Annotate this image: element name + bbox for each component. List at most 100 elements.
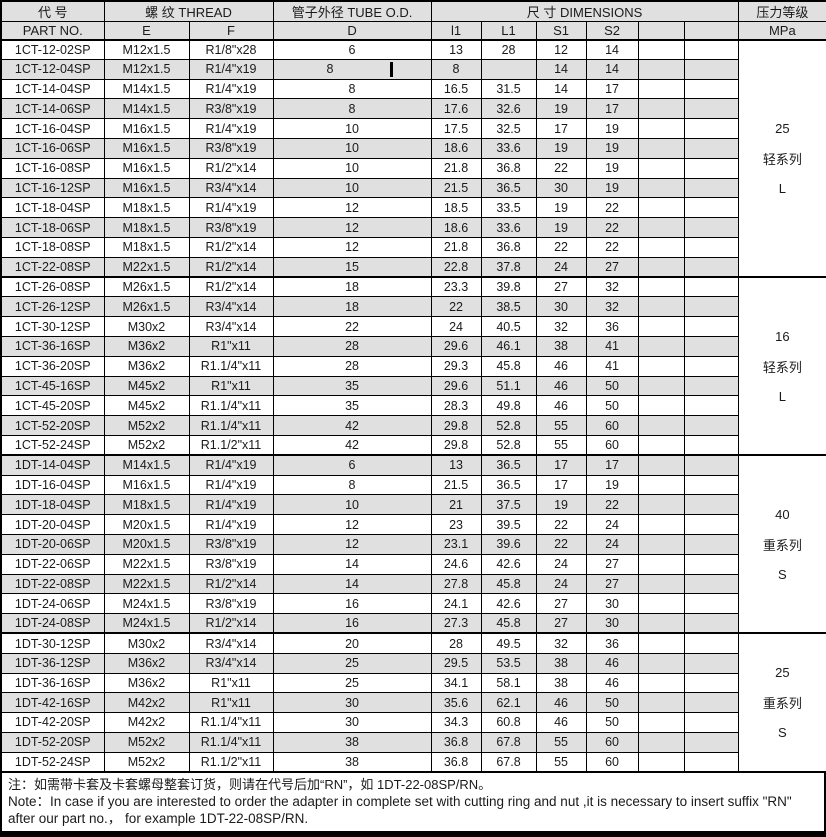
cell-e: M18x1.5 [103,494,190,516]
cell-empty [637,375,685,397]
cell-e: M36x2 [103,335,190,357]
cell-s2: 27 [585,256,639,278]
cell-empty [637,593,685,615]
table-row: 1CT-14-04SP M14x1.5 R1/4"x19 8 16.5 31.5 14 17 [0,78,826,100]
active-edit-cell[interactable]: 8 [272,58,432,80]
cell-l1: 24.6 [430,553,482,575]
cell-empty [683,217,739,238]
cell-part: 1CT-30-12SP [0,316,105,337]
cell-f: R1"x11 [188,692,274,714]
cell-l1: 62.1 [480,692,537,714]
cell-d: 16 [272,613,432,634]
cell-s1: 19 [535,98,587,120]
cell-part: 1CT-12-04SP [0,58,105,80]
cell-part: 1DT-18-04SP [0,494,105,516]
cell-s1: 27 [535,593,587,615]
cell-l1: 23 [430,514,482,535]
cell-empty [637,256,685,278]
series-label: 重系列 [762,537,802,553]
cell-e: M16x1.5 [103,137,190,159]
cell-part: 1DT-36-12SP [0,652,105,674]
cell-part: 1DT-20-04SP [0,514,105,535]
cell-empty [637,197,685,219]
table-row: 1CT-16-12SP M16x1.5 R3/4"x14 10 21.5 36.5 30 19 [0,177,826,199]
cell-s1: 17 [535,454,587,476]
cell-empty [637,652,685,674]
table-row: 1DT-30-12SP M30x2 R3/4"x14 20 28 49.5 32 36 25 重系… [0,632,826,773]
cell-l1: 18.6 [430,137,482,159]
table-row: 1CT-26-08SP M26x1.5 R1/2"x14 18 23.3 39.8 27 32… [0,276,826,456]
table-row: 1DT-20-04SP M20x1.5 R1/4"x19 12 23 39.5 22 24 [0,514,826,535]
cell-empty [637,454,685,476]
cell-l1: 23.3 [430,276,482,298]
table-row: 1DT-24-08SP M24x1.5 R1/2"x14 16 27.3 45.8 27 30 [0,613,826,634]
cell-s1: 22 [535,533,587,555]
cell-part: 1DT-42-16SP [0,692,105,714]
cell-s2: 32 [585,276,639,298]
cell-s1: 17 [535,118,587,139]
cell-empty [683,514,739,535]
cell-s2: 22 [585,236,639,258]
series-label: 重系列 [762,696,802,712]
footnote-box: 注：如需带卡套及卡套螺母整套订货，则请在代号后加“RN”，如 1DT-22-08… [0,772,826,837]
cell-e: M52x2 [103,751,190,773]
cell-s1: 32 [535,632,587,654]
cell-part: 1CT-22-08SP [0,256,105,278]
table-row: 1DT-36-16SP M36x2 R1"x11 25 34.1 58.1 38 46 [0,672,826,694]
cell-d: 35 [272,395,432,417]
cell-d-value: 8 [326,62,334,77]
cell-empty [683,474,739,496]
table-row: 1CT-52-24SP M52x2 R1.1/2"x11 42 29.8 52.8 55 60 [0,434,826,456]
cell-s2: 24 [585,533,639,555]
cell-d: 35 [272,375,432,397]
cell-s1: 22 [535,514,587,535]
cell-empty [683,573,739,595]
cell-d: 8 [272,474,432,496]
cell-s2: 17 [585,78,639,100]
cell-f: R1/2"x14 [188,613,274,634]
cell-d: 6 [272,39,432,60]
cell-part: 1DT-22-06SP [0,553,105,575]
cell-d: 12 [272,197,432,219]
cell-l1: 42.6 [480,593,537,615]
cell-part: 1CT-16-12SP [0,177,105,199]
cell-d: 14 [272,553,432,575]
cell-s1: 22 [535,157,587,179]
cell-s2: 30 [585,613,639,634]
cell-e: M36x2 [103,652,190,674]
cell-e: M12x1.5 [103,58,190,80]
cell-d: 14 [272,573,432,595]
cell-s1: 27 [535,276,587,298]
table-row: 1DT-42-16SP M42x2 R1"x11 30 35.6 62.1 46 50 [0,692,826,714]
cell-d: 12 [272,533,432,555]
cell-empty [683,632,739,654]
cell-f: R1/4"x19 [188,118,274,139]
col-part-cn: 代 号 [0,0,105,22]
cell-s2: 50 [585,692,639,714]
cell-empty [637,474,685,496]
cell-l1: 21.8 [430,157,482,179]
cell-f: R1.1/4"x11 [188,712,274,733]
cell-part: 1CT-52-24SP [0,434,105,456]
series-code: S [778,566,787,582]
cell-l1: 22.8 [430,256,482,278]
cell-l1: 24.1 [430,593,482,615]
cell-l1: 23.1 [430,533,482,555]
cell-s1: 38 [535,672,587,694]
cell-empty [683,731,739,753]
cell-empty [683,335,739,357]
cell-empty [637,98,685,120]
cell-f: R1/4"x19 [188,197,274,219]
cell-l1: 49.8 [480,395,537,417]
cell-l1: 21.5 [430,177,482,199]
cell-empty [637,731,685,753]
cell-s2: 19 [585,118,639,139]
cell-empty [637,712,685,733]
cell-l1: 67.8 [480,751,537,773]
cell-part: 1DT-52-20SP [0,731,105,753]
cell-e: M52x2 [103,731,190,753]
cell-s2: 19 [585,157,639,179]
cell-l1: 17.6 [430,98,482,120]
cell-empty [637,692,685,714]
